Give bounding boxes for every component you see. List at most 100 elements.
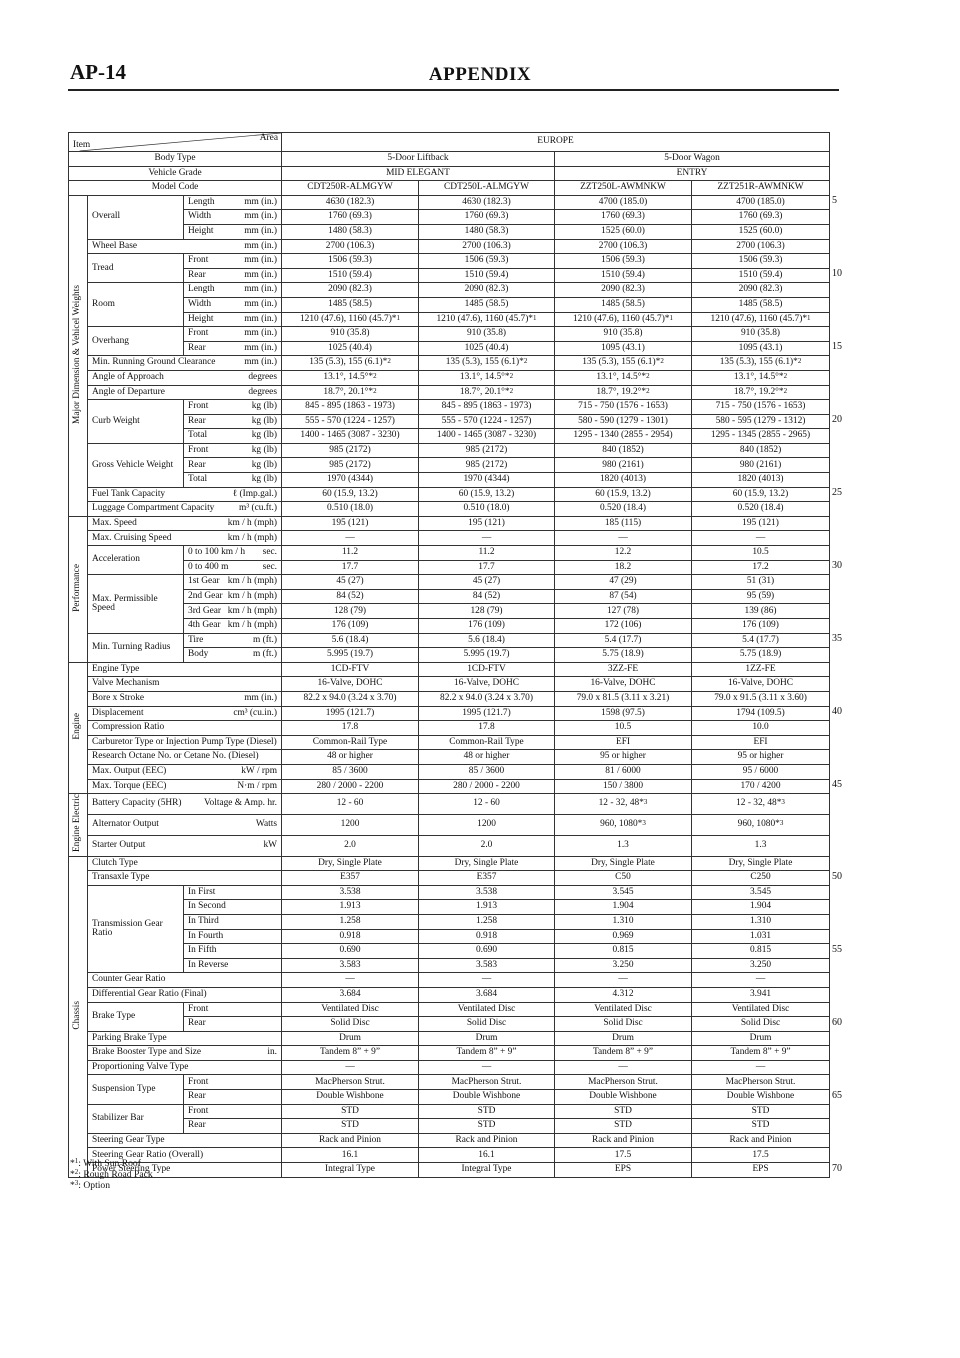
value-cell: 95 / 6000 bbox=[690, 763, 831, 780]
row-label: Max. Speed bbox=[92, 517, 137, 528]
sub-label-cell: m (ft.) Tire bbox=[183, 632, 282, 649]
row-label: Steering Gear Ratio (Overall) bbox=[92, 1149, 204, 1160]
value-cell: 2700 (106.3) bbox=[281, 238, 419, 255]
value-cell: 16-Valve, DOHC bbox=[281, 676, 419, 692]
spec-row: km / h (mph) 2nd Gear 84 (52) 84 (52) 87 (54… bbox=[69, 588, 831, 605]
value-cell: 985 (2172) bbox=[418, 442, 555, 459]
line-number: 35 bbox=[832, 633, 842, 645]
sub-label-cell: Rear bbox=[183, 1089, 282, 1105]
parent-label: Suspension Type bbox=[87, 1074, 184, 1105]
row-label: Proportioning Valve Type bbox=[92, 1061, 189, 1072]
value-cell: 1970 (4344) bbox=[281, 472, 419, 488]
sub-label-cell: mm (in.) Rear bbox=[183, 340, 282, 357]
value-cell: 0.510 (18.0) bbox=[281, 501, 419, 517]
sub-label-cell: kg (lb) Rear bbox=[183, 413, 282, 430]
value-cell: 95 (59) bbox=[690, 588, 831, 605]
row-label: 2nd Gear bbox=[188, 590, 223, 601]
value-cell: 1510 (59.4) bbox=[418, 267, 555, 284]
value-cell: 48 or higher bbox=[418, 749, 555, 765]
spec-row: mm (in.) Bore x Stroke 82.2 x 94.0 (3.24 x… bbox=[69, 690, 831, 707]
row-label: Model Code bbox=[68, 180, 282, 196]
value-cell: Double Wishbone bbox=[281, 1089, 419, 1105]
value-cell: 128 (79) bbox=[281, 603, 419, 619]
value-cell: 3.250 bbox=[690, 957, 831, 974]
value-cell: — bbox=[281, 1059, 419, 1076]
value-cell: 1995 (121.7) bbox=[418, 705, 555, 722]
row-label: Fuel Tank Capacity bbox=[92, 488, 166, 499]
spec-row: kg (lb) Total 1400 - 1465 (3087 - 3230) 140… bbox=[69, 428, 831, 444]
value-cell: 845 - 895 (1863 - 1973) bbox=[281, 399, 419, 415]
value-cell: MacPherson Strut. bbox=[690, 1074, 831, 1091]
sub-label-cell: sec. 0 to 100 km / h bbox=[183, 545, 282, 561]
value-cell: 1CD-FTV bbox=[281, 661, 419, 678]
value-cell: 0.690 bbox=[281, 943, 419, 959]
value-cell: Double Wishbone bbox=[418, 1089, 555, 1105]
sub-label-cell: In Third bbox=[183, 913, 282, 930]
value-cell: 18.7°, 20.1°*2 bbox=[418, 384, 555, 401]
value-cell: — bbox=[554, 1059, 692, 1076]
value-cell: 1995 (121.7) bbox=[281, 705, 419, 722]
value-cell: 1970 (4344) bbox=[418, 472, 555, 488]
row-label-cell: Parking Brake Type bbox=[87, 1030, 282, 1047]
value-cell: 3.684 bbox=[281, 986, 419, 1003]
group-label: Performance bbox=[68, 515, 88, 663]
value-cell: 910 (35.8) bbox=[418, 326, 555, 342]
group-label-text: Major Dimension & Vehicel Weights bbox=[72, 284, 83, 424]
sub-label-cell: mm (in.) Length bbox=[183, 282, 282, 298]
spec-row: Parking Brake Type Drum Drum Drum Drum bbox=[69, 1030, 831, 1047]
row-label: Front bbox=[188, 255, 209, 266]
spec-row: Watts Alternator Output 1200 1200 960, 1080*… bbox=[69, 813, 831, 836]
value-cell: 13.1°, 14.5°*2 bbox=[554, 369, 692, 386]
spec-row: In Third 1.258 1.258 1.310 1.310 bbox=[69, 913, 831, 930]
value-cell: 715 - 750 (1576 - 1653) bbox=[690, 399, 831, 415]
value-cell: 60 (15.9, 13.2) bbox=[418, 486, 555, 503]
parent-label: Overall bbox=[87, 194, 184, 240]
unit-label: mm (in.) bbox=[244, 211, 277, 222]
value-cell: 1480 (58.3) bbox=[418, 223, 555, 240]
value-cell: MacPherson Strut. bbox=[418, 1074, 555, 1091]
sub-label-cell: mm (in.) Height bbox=[183, 223, 282, 240]
spec-row: kg (lb) Rear 985 (2172) 985 (2172) 980 (2161… bbox=[69, 457, 831, 474]
spec-row: kW / rpm Max. Output (EEC) 85 / 3600 85 / 3… bbox=[69, 763, 831, 780]
unit-label: km / h (mph) bbox=[227, 532, 277, 543]
value-cell: Common-Rail Type bbox=[418, 734, 555, 751]
sub-label-cell: sec. 0 to 400 m bbox=[183, 559, 282, 576]
value-cell: 1485 (58.5) bbox=[418, 296, 555, 313]
value-cell: 1.3 bbox=[690, 834, 831, 857]
value-cell: 176 (109) bbox=[690, 618, 831, 634]
unit-label: mm (in.) bbox=[244, 255, 277, 266]
value-cell: Dry, Single Plate bbox=[690, 855, 831, 872]
unit-label: km / h (mph) bbox=[227, 517, 277, 528]
unit-label: kg (lb) bbox=[251, 474, 277, 485]
row-label: Rear bbox=[188, 342, 206, 353]
spec-row: kg (lb) Rear 555 - 570 (1224 - 1257) 555 - … bbox=[69, 413, 831, 430]
unit-label: km / h (mph) bbox=[227, 576, 277, 587]
row-label-cell: mm (in.) Min. Running Ground Clearance bbox=[87, 355, 282, 371]
row-label: Front bbox=[188, 1076, 209, 1087]
spec-row: sec. 0 to 400 m 17.7 17.7 18.2 17.2 bbox=[69, 559, 831, 576]
value-cell: 1.310 bbox=[554, 913, 692, 930]
spec-row: Tread mm (in.) Front 1506 (59.3) 1506 (59.3)… bbox=[69, 253, 831, 284]
value-cell: 1.913 bbox=[418, 899, 555, 915]
model-code: ZZT251R-AWMNKW bbox=[690, 180, 831, 196]
row-label: Research Octane No. or Cetane No. (Diese… bbox=[92, 751, 259, 762]
value-cell: 87 (54) bbox=[554, 588, 692, 605]
spec-row: degrees Angle of Approach 13.1°, 14.5°*2 13… bbox=[69, 369, 831, 386]
model-code: CDT250L-ALMGYW bbox=[418, 180, 555, 196]
line-number: 20 bbox=[832, 414, 842, 426]
value-cell: 985 (2172) bbox=[281, 442, 419, 459]
value-cell: 1400 - 1465 (3087 - 3230) bbox=[418, 428, 555, 444]
value-cell: 1210 (47.6), 1160 (45.7)*1 bbox=[690, 311, 831, 328]
unit-label: m (ft.) bbox=[253, 634, 277, 645]
sub-label-cell: km / h (mph) 3rd Gear bbox=[183, 603, 282, 619]
value-cell: 1598 (97.5) bbox=[554, 705, 692, 722]
value-cell: 1794 (109.5) bbox=[690, 705, 831, 722]
value-cell: 2090 (82.3) bbox=[418, 282, 555, 298]
row-label-cell: Research Octane No. or Cetane No. (Diese… bbox=[87, 749, 282, 765]
unit-label: km / h (mph) bbox=[227, 590, 277, 601]
value-cell: 2.0 bbox=[418, 834, 555, 857]
value-cell: 1200 bbox=[418, 813, 555, 836]
unit-label: cm³ (cu.in.) bbox=[233, 707, 277, 718]
row-label-cell: Differential Gear Ratio (Final) bbox=[87, 986, 282, 1003]
spec-row: Performance km / h (mph) Max. Speed 195 (12… bbox=[68, 515, 831, 663]
